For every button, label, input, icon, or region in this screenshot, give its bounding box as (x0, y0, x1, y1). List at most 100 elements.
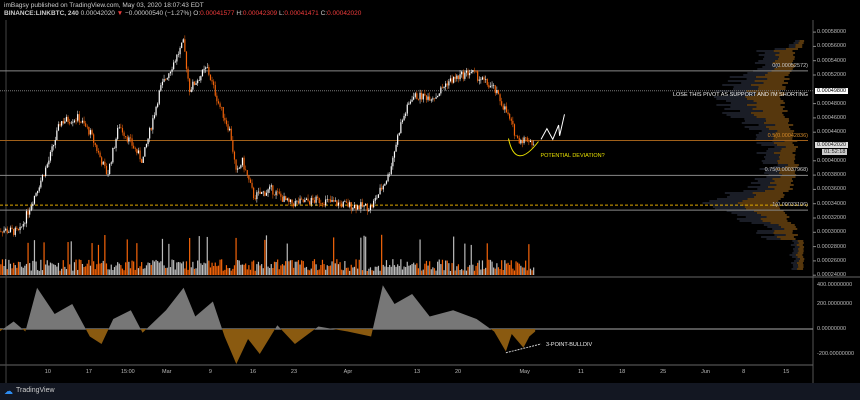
candle (235, 160, 236, 170)
candle (368, 210, 369, 211)
volume-bar (402, 270, 403, 275)
time-tick-label: Jun (701, 369, 710, 375)
volume-bar (202, 265, 203, 275)
volume-bar (389, 265, 390, 275)
volume-bar (83, 267, 84, 275)
tradingview-logo-icon: ☁ (4, 386, 13, 397)
volume-bar (130, 268, 131, 275)
candle (279, 192, 280, 194)
volume-bar (170, 267, 171, 275)
volume-profile-bar (775, 180, 793, 182)
volume-profile-bar (765, 190, 789, 192)
candle (419, 93, 420, 100)
volume-bar (69, 264, 70, 275)
volume-bar (493, 267, 494, 275)
candle (95, 143, 96, 145)
candle (55, 140, 56, 145)
volume-bar (319, 269, 320, 275)
volume-bar (426, 261, 427, 275)
volume-profile-bar (797, 256, 803, 258)
volume-bar (71, 241, 72, 275)
volume-bar (423, 270, 424, 275)
volume-profile-bar (731, 116, 757, 118)
volume-bar (482, 260, 483, 275)
volume-profile-bar (779, 158, 795, 160)
volume-bar (427, 266, 428, 275)
volume-bar (247, 269, 248, 275)
volume-bar (229, 268, 230, 275)
candle (503, 106, 504, 110)
candle (50, 152, 51, 161)
volume-bar (224, 270, 225, 275)
volume-profile-bar (755, 62, 773, 64)
time-tick-label: 8 (742, 369, 745, 375)
volume-bar (445, 261, 446, 275)
chart-plot[interactable] (0, 0, 860, 383)
volume-bar (303, 261, 304, 275)
brand[interactable]: TradingView (16, 387, 55, 394)
candle (514, 124, 515, 135)
candle (272, 185, 273, 194)
candle (295, 201, 296, 206)
volume-profile-bar (754, 196, 784, 198)
volume-profile-bar (769, 128, 791, 130)
candle (152, 118, 153, 129)
volume-bar (26, 264, 27, 275)
candle (523, 137, 524, 143)
candle (354, 205, 355, 208)
volume-profile-bar (766, 126, 789, 128)
volume-bar (77, 270, 78, 275)
candle (458, 76, 459, 80)
volume-bar (195, 268, 196, 275)
candle (480, 80, 481, 81)
volume-profile-bar (794, 250, 799, 252)
volume-bar (471, 245, 472, 275)
volume-profile-bar (754, 114, 784, 116)
candle (471, 72, 472, 73)
candle (341, 203, 342, 206)
candle (349, 202, 350, 207)
volume-bar (453, 237, 454, 275)
volume-profile-bar (798, 240, 804, 242)
volume-bar (528, 244, 529, 275)
volume-bar (384, 267, 385, 275)
volume-bar (463, 270, 464, 275)
price-tick-label: 0.00032000 (817, 215, 846, 221)
candle (147, 138, 148, 144)
volume-bar (363, 236, 364, 275)
volume-bar (511, 260, 512, 275)
candle (459, 74, 460, 79)
candle (314, 200, 315, 203)
candle (447, 83, 448, 85)
candle (176, 55, 177, 62)
volume-profile-bar (748, 186, 768, 188)
candle (399, 133, 400, 135)
candle (360, 202, 361, 209)
volume-bar (277, 260, 278, 275)
volume-bar (146, 265, 147, 275)
volume-bar (338, 264, 339, 275)
volume-bar (171, 260, 172, 275)
pivot-price-badge: 0.00049800 (815, 88, 848, 94)
candle (58, 124, 59, 130)
volume-bar (10, 264, 11, 275)
volume-bar (333, 237, 334, 275)
volume-bar (362, 270, 363, 275)
candle (211, 80, 212, 81)
volume-profile-bar (741, 82, 763, 84)
candle (183, 39, 184, 42)
volume-bar (429, 261, 430, 275)
volume-bar (259, 265, 260, 275)
candle (259, 192, 260, 194)
volume-bar (251, 262, 252, 275)
volume-bar (245, 263, 246, 275)
volume-bar (504, 260, 505, 275)
candle (234, 152, 235, 160)
volume-profile-bar (762, 220, 787, 222)
volume-bar (442, 260, 443, 275)
volume-bar (39, 271, 40, 275)
volume-profile-bar (731, 102, 757, 104)
volume-bar (437, 262, 438, 275)
candle (509, 114, 510, 119)
candle (10, 228, 11, 232)
